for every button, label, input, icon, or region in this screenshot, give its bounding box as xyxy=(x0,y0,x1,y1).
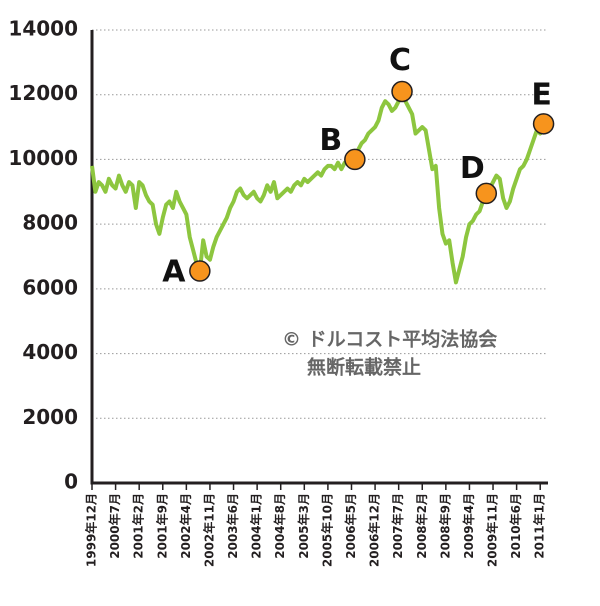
x-tick-label: 2008年9月 xyxy=(437,493,452,559)
marker-label: D xyxy=(460,151,485,186)
x-tick-label: 2005年3月 xyxy=(296,493,311,559)
x-tick-label: 2002年4月 xyxy=(178,493,193,559)
y-tick-label: 2000 xyxy=(22,405,78,429)
x-tick-label: 2007年7月 xyxy=(390,493,405,559)
x-tick-label: 2006年5月 xyxy=(343,493,358,559)
y-tick-label: 8000 xyxy=(22,211,78,235)
marker-label: A xyxy=(162,255,186,290)
y-tick-label: 0 xyxy=(64,470,78,494)
annotation: 無断転載禁止 xyxy=(307,356,421,379)
x-tick-label: 2002年11月 xyxy=(201,493,216,567)
marker xyxy=(475,182,498,205)
y-tick-label: 10000 xyxy=(8,146,78,170)
marker-label: C xyxy=(389,43,411,78)
x-tick-label: 2005年10月 xyxy=(319,493,334,567)
annotation: © ドルコスト平均法協会 xyxy=(282,328,497,351)
x-tick-label: 2000年7月 xyxy=(107,493,122,559)
x-tick-label: 2003年6月 xyxy=(225,493,240,559)
marker xyxy=(344,148,366,171)
y-tick-label: 4000 xyxy=(22,340,78,364)
x-tick-label: 1999年12月 xyxy=(84,493,99,567)
y-tick-label: 6000 xyxy=(22,275,78,299)
x-tick-label: 2010年6月 xyxy=(508,493,523,559)
y-tick-label: 12000 xyxy=(8,81,78,105)
x-tick-label: 2004年8月 xyxy=(272,493,287,559)
x-tick-label: 2008年2月 xyxy=(414,493,429,559)
x-tick-label: 2004年1月 xyxy=(249,493,264,559)
marker-label: B xyxy=(319,123,342,158)
marker-label: E xyxy=(531,77,552,112)
marker xyxy=(189,260,211,282)
x-tick-label: 2009年4月 xyxy=(461,493,476,559)
x-tick-label: 2006年12月 xyxy=(367,493,382,567)
marker xyxy=(532,113,555,135)
x-tick-label: 2011年1月 xyxy=(532,493,547,559)
x-tick-label: 2001年2月 xyxy=(131,493,146,559)
marker xyxy=(391,80,413,103)
line xyxy=(90,92,546,285)
y-tick-label: 14000 xyxy=(8,17,78,41)
x-tick-label: 2009年11月 xyxy=(485,493,500,567)
x-tick-label: 2001年9月 xyxy=(154,493,169,559)
